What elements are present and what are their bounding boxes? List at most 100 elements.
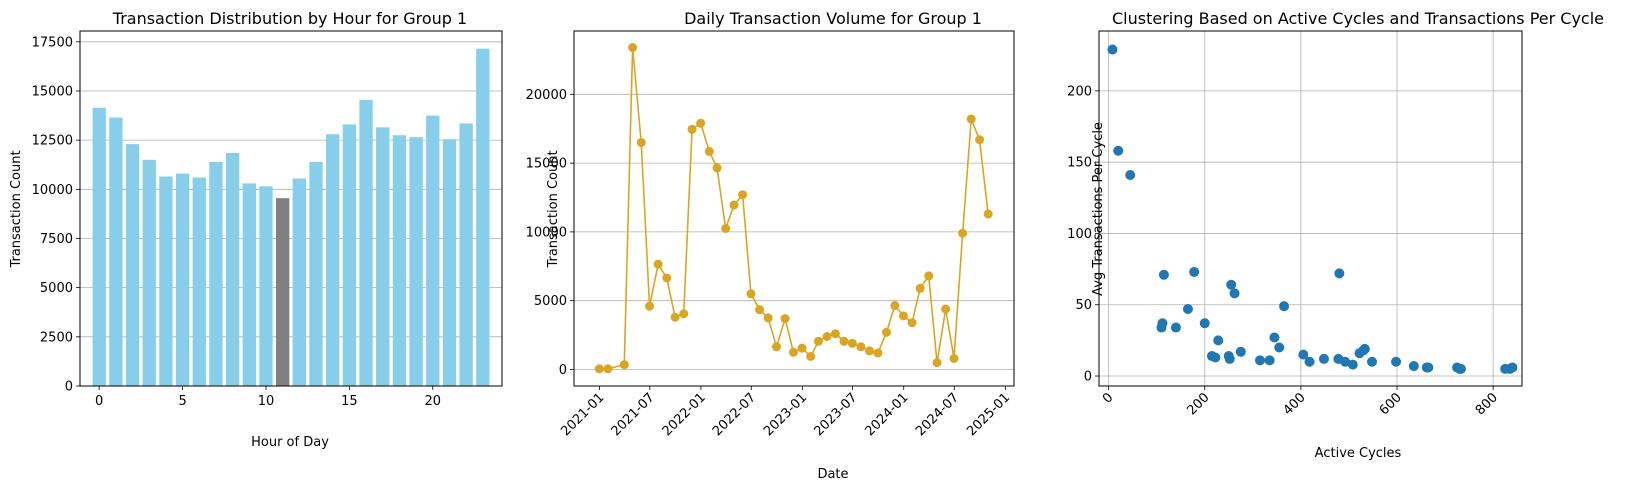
- data-point: [636, 137, 646, 147]
- bar: [442, 139, 457, 386]
- scatter-point: [1224, 353, 1235, 364]
- data-point: [958, 228, 968, 238]
- data-point: [603, 364, 613, 374]
- x-tick-label: 200: [1184, 390, 1212, 418]
- scatter-point: [1423, 362, 1434, 373]
- data-point: [890, 301, 900, 311]
- x-tick-label: 2025-01: [964, 390, 1013, 439]
- x-tick-label: 2021-07: [609, 390, 658, 439]
- x-axis-label: Hour of Day: [251, 435, 329, 450]
- data-point: [645, 301, 655, 311]
- y-tick-label: 20000: [526, 88, 567, 103]
- y-tick-label: 2500: [40, 330, 73, 345]
- data-point: [738, 190, 748, 200]
- data-point: [594, 364, 604, 374]
- x-tick-label: 20: [425, 394, 442, 409]
- hourly-bar-chart: Transaction Distribution by Hour for Gro…: [9, 9, 503, 450]
- x-tick-label: 2021-01: [558, 390, 607, 439]
- scatter-point: [1229, 288, 1240, 299]
- x-tick-label: 2022-07: [710, 390, 759, 439]
- x-tick-label: 0: [95, 394, 103, 409]
- series-line: [599, 47, 989, 370]
- x-tick-label: 2024-01: [863, 390, 912, 439]
- y-tick-label: 15000: [32, 84, 73, 99]
- x-axis-label: Date: [817, 467, 848, 482]
- data-point: [712, 163, 722, 173]
- bar: [326, 134, 340, 386]
- scatter-point: [1158, 269, 1169, 280]
- data-point: [662, 273, 672, 283]
- scatter-point: [1269, 332, 1280, 343]
- data-point: [915, 283, 925, 293]
- y-tick-label: 17500: [32, 35, 73, 50]
- x-tick-label: 800: [1473, 390, 1501, 418]
- data-point: [670, 312, 680, 322]
- data-point: [746, 289, 756, 299]
- x-tick-label: 600: [1377, 390, 1405, 418]
- data-point: [966, 114, 976, 124]
- data-point: [806, 351, 816, 361]
- bar: [476, 48, 490, 386]
- y-axis-label: Transaction Count: [9, 150, 24, 268]
- data-point: [822, 331, 832, 341]
- bar: [192, 177, 206, 386]
- data-point: [856, 342, 866, 352]
- y-tick-label: 10000: [32, 183, 73, 198]
- scatter-point: [1157, 318, 1168, 329]
- chart-title: Transaction Distribution by Hour for Gro…: [112, 9, 467, 28]
- bar: [459, 123, 473, 386]
- scatter-point: [1113, 145, 1124, 156]
- x-tick-label: 2023-01: [761, 390, 810, 439]
- bar: [225, 152, 240, 386]
- data-point: [704, 146, 714, 156]
- x-tick-label: 2024-07: [913, 390, 962, 439]
- bar: [409, 137, 423, 386]
- data-point: [839, 336, 849, 346]
- scatter-point: [1213, 335, 1224, 346]
- data-point: [882, 327, 891, 337]
- y-tick-label: 15000: [526, 157, 567, 172]
- y-tick-label: 150: [1067, 156, 1092, 171]
- clustering-scatter-chart: Clustering Based on Active Cycles and Tr…: [1067, 9, 1604, 461]
- data-point: [772, 342, 781, 352]
- y-tick-label: 200: [1067, 84, 1092, 99]
- scatter-point: [1235, 346, 1246, 357]
- scatter-point: [1107, 44, 1118, 55]
- data-point: [687, 124, 697, 134]
- y-tick-label: 12500: [32, 134, 73, 149]
- y-tick-label: 0: [1084, 370, 1092, 385]
- scatter-point: [1298, 349, 1309, 360]
- x-tick-label: 0: [1100, 390, 1116, 406]
- bar: [309, 161, 323, 386]
- data-point: [898, 311, 908, 321]
- bar: [209, 161, 223, 386]
- scatter-point: [1340, 356, 1351, 367]
- scatter-point: [1347, 359, 1358, 370]
- y-tick-label: 0: [559, 363, 567, 378]
- scatter-point: [1226, 279, 1237, 290]
- x-tick-label: 2023-07: [811, 390, 860, 439]
- scatter-point: [1264, 355, 1275, 366]
- y-tick-label: 0: [65, 380, 73, 395]
- bar: [392, 135, 407, 386]
- data-point: [721, 223, 731, 233]
- bar: [109, 117, 123, 386]
- bar: [175, 173, 190, 386]
- x-tick-label: 400: [1281, 390, 1309, 418]
- scatter-point: [1334, 268, 1345, 279]
- data-point: [873, 348, 883, 358]
- data-point: [797, 343, 807, 353]
- bar: [426, 115, 440, 386]
- data-point: [949, 353, 959, 363]
- y-tick-label: 50: [1075, 298, 1092, 313]
- data-point: [865, 346, 875, 356]
- bar: [342, 124, 357, 386]
- scatter-point: [1359, 343, 1370, 354]
- y-tick-label: 5000: [534, 294, 567, 309]
- highlighted-bar: [275, 198, 290, 386]
- data-point: [763, 313, 773, 323]
- data-point: [907, 318, 917, 328]
- bar: [159, 176, 173, 386]
- scatter-point: [1507, 362, 1518, 373]
